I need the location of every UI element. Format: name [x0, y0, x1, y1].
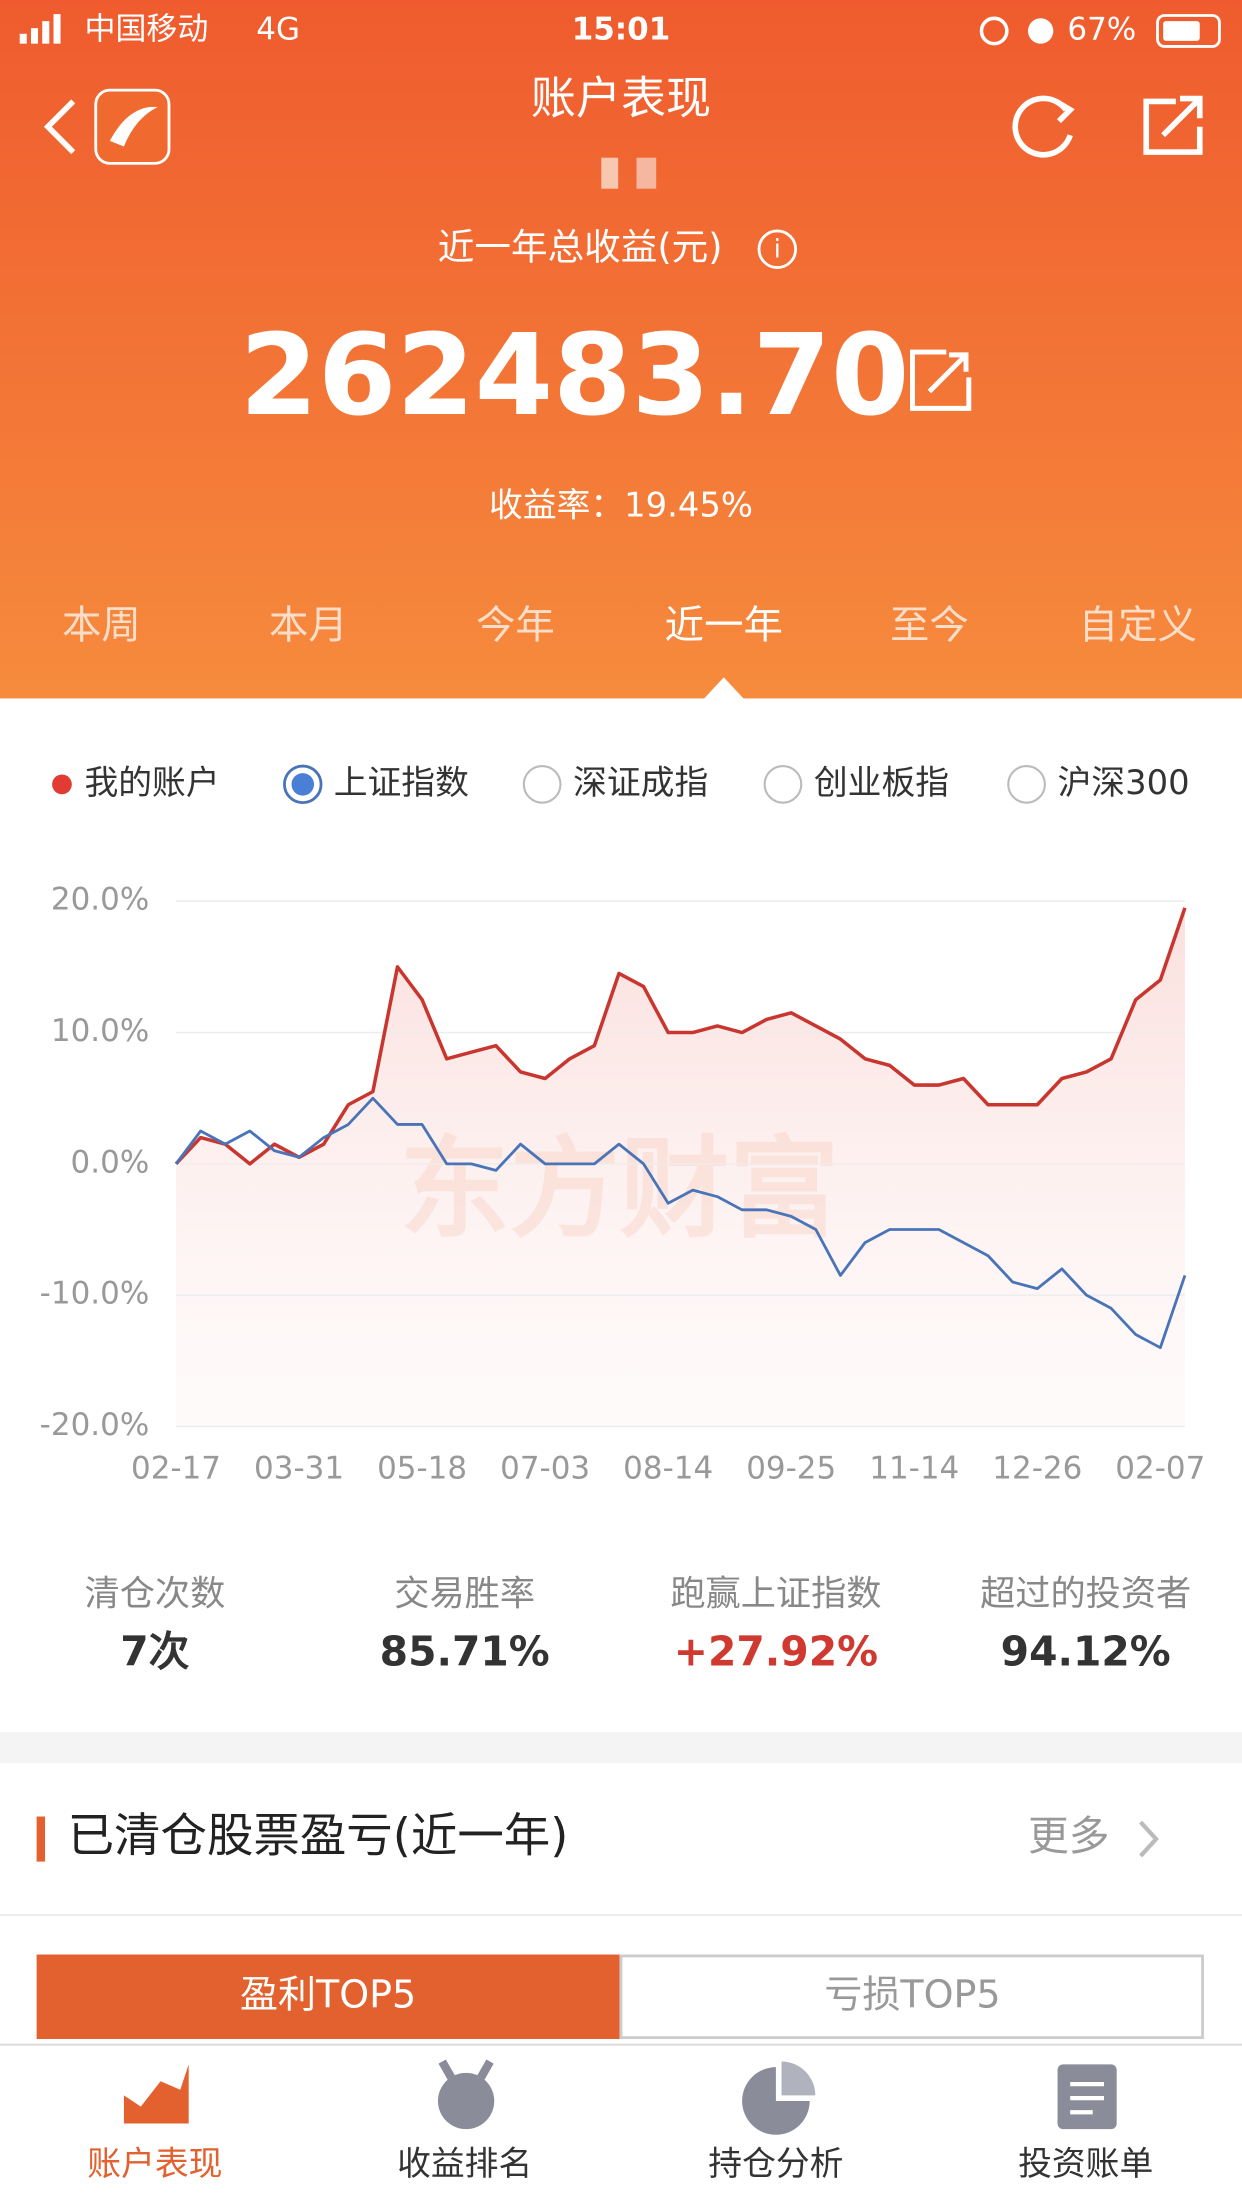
y-tick-label: -10.0% — [40, 1276, 150, 1312]
stat-value: 94.12% — [1001, 1628, 1171, 1676]
tab[interactable]: 本月 — [269, 603, 348, 649]
legend-options: 深证成指 创业板指 沪深300 — [522, 763, 1190, 804]
nav-labels: 账户表现 收益排名 持仓分析 投资账单 — [87, 2144, 1153, 2183]
x-tick-label: 03-31 — [254, 1451, 344, 1487]
tab[interactable]: 近一年 — [665, 603, 783, 649]
signal — [19, 14, 61, 44]
battery-level — [1163, 21, 1200, 41]
nav-icon — [123, 2064, 189, 2124]
section-title: 已清仓股票盈亏(近一年) — [68, 1809, 569, 1863]
series-line — [174, 907, 1187, 1166]
x-tick-label: 02-17 — [131, 1451, 221, 1487]
tabs: 本周 本月 今年 近一年 至今 自定义 — [62, 603, 1197, 649]
total-profit: 262483.70 — [240, 309, 910, 441]
stat-label: 跑赢上证指数 — [670, 1573, 881, 1614]
carrier: 中国移动 — [84, 11, 208, 47]
x-tick-label: 02-07 — [1115, 1451, 1205, 1487]
legend-label[interactable]: 上证指数 — [334, 763, 469, 802]
radio[interactable] — [522, 764, 562, 804]
tab[interactable]: 今年 — [476, 603, 555, 649]
nav-icon-ribbon — [438, 2059, 494, 2086]
series-line — [174, 1096, 1187, 1350]
x-tick-label: 12-26 — [992, 1451, 1082, 1487]
x-tick-label: 05-18 — [377, 1451, 467, 1487]
info-i: i — [774, 234, 781, 264]
x-tick-label: 11-14 — [869, 1451, 959, 1487]
tab[interactable]: 自定义 — [1079, 603, 1197, 649]
stat-label: 清仓次数 — [85, 1573, 226, 1614]
battery — [1156, 14, 1221, 48]
stat-value: 85.71% — [380, 1628, 550, 1676]
legend-option[interactable]: 深证成指 — [573, 763, 708, 802]
rate: 收益率：19.45% — [489, 485, 753, 524]
app-logo — [109, 106, 158, 147]
button-label: 亏损TOP5 — [824, 1972, 1000, 2016]
divider — [0, 1732, 1242, 1764]
x-tick-label: 09-25 — [746, 1451, 836, 1487]
y-tick-label: 20.0% — [51, 882, 149, 918]
network: 4G — [256, 11, 300, 47]
legend-option[interactable]: 沪深300 — [1058, 763, 1190, 802]
tab-profit[interactable] — [36, 1954, 620, 2040]
chevron — [1139, 1820, 1159, 1858]
button-label: 盈利TOP5 — [240, 1972, 416, 2016]
stat-label: 超过的投资者 — [980, 1573, 1191, 1614]
tab[interactable]: 至今 — [890, 603, 969, 649]
section-bar — [36, 1816, 46, 1862]
back-button[interactable] — [43, 99, 76, 155]
y-tick-label: 10.0% — [51, 1013, 149, 1049]
share-button[interactable] — [1143, 95, 1203, 155]
header-bg — [0, 0, 1242, 699]
tab-pointer — [704, 677, 744, 699]
lock-icon — [979, 16, 1009, 46]
nav-icon — [742, 2067, 810, 2135]
battery-text: 67% — [1067, 11, 1136, 47]
nav-label[interactable]: 收益排名 — [397, 2144, 532, 2183]
radio[interactable] — [763, 764, 803, 804]
nav-label[interactable]: 持仓分析 — [708, 2144, 843, 2183]
tab[interactable]: 本周 — [62, 603, 141, 649]
stats: 清仓次数 7次 交易胜率 85.71% 跑赢上证指数 +27.92% 超过的投资者 94.12… — [85, 1573, 1192, 1675]
y-tick-label: 0.0% — [71, 1144, 150, 1180]
blur — [601, 157, 619, 189]
radio-dot — [291, 773, 315, 796]
nav-label[interactable]: 投资账单 — [1018, 2144, 1153, 2183]
refresh-button[interactable] — [1012, 95, 1073, 158]
y-tick-label: -20.0% — [40, 1407, 150, 1443]
nav-icon — [437, 2072, 495, 2130]
time: 15:01 — [572, 11, 671, 47]
stat-label: 交易胜率 — [394, 1573, 535, 1614]
nav-label[interactable]: 账户表现 — [87, 2144, 222, 2183]
alarm-icon — [1027, 18, 1054, 44]
area-fill — [176, 907, 1185, 1427]
legend-dot — [52, 774, 72, 795]
subtitle: 近一年总收益(元) — [438, 226, 723, 269]
nav-icon-lines — [1070, 2081, 1104, 2115]
bottom-nav — [0, 2044, 1242, 2208]
info-button[interactable] — [757, 229, 798, 269]
nav-icon — [781, 2061, 816, 2096]
stat-value: 7次 — [120, 1628, 189, 1676]
watermark: 东方财富 — [400, 1125, 839, 1253]
tab-loss[interactable] — [619, 1954, 1204, 2040]
x-tick-label: 08-14 — [623, 1451, 713, 1487]
share-total[interactable] — [910, 349, 972, 411]
chart: 东方财富 20.0% 10.0% 0.0% -10.0% -20.0% 02-17 03-31… — [40, 882, 1206, 1487]
page-title: 账户表现 — [531, 71, 711, 124]
legend-option[interactable]: 创业板指 — [814, 763, 949, 802]
refresh-arrow — [1054, 98, 1075, 124]
legend-label: 我的账户 — [84, 763, 219, 802]
radio[interactable] — [1007, 764, 1046, 804]
x-tick-label: 07-03 — [500, 1451, 590, 1487]
more-link[interactable]: 更多 — [1028, 1812, 1110, 1860]
stat-value: +27.92% — [674, 1628, 878, 1676]
blur — [636, 157, 657, 189]
